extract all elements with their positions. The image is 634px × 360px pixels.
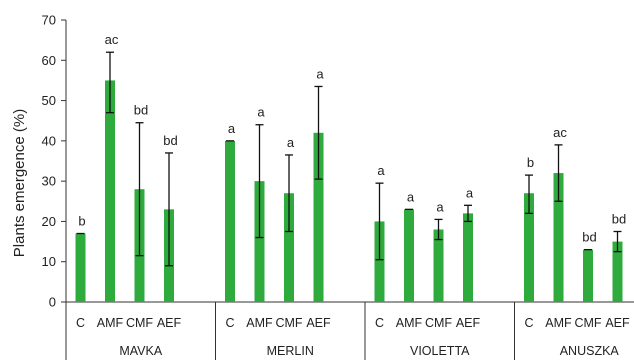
significance-label: bd xyxy=(163,133,177,148)
bar xyxy=(524,193,534,302)
y-tick-label: 40 xyxy=(42,133,56,148)
category-label: CMF xyxy=(275,316,302,330)
significance-label: b xyxy=(78,214,85,229)
significance-label: a xyxy=(287,135,295,150)
y-tick-label: 60 xyxy=(42,53,56,68)
significance-label: a xyxy=(407,189,415,204)
axes: 0 10 20 30 40 50 60 70 xyxy=(42,13,634,360)
significance-label: ac xyxy=(553,125,567,140)
category-label: C xyxy=(225,316,234,330)
category-label: C xyxy=(524,316,533,330)
labels: MAVKA b Cac AMF bd CMF bd AEF MERLIN a Ca AMF a CMF a A… xyxy=(76,32,630,358)
y-tick-label: 0 xyxy=(49,295,56,310)
category-label: AMF xyxy=(545,316,572,330)
bar xyxy=(553,173,564,302)
significance-label: bd xyxy=(134,103,148,118)
y-tick-label: 10 xyxy=(42,254,56,269)
bar xyxy=(284,193,294,302)
y-tick-label: 50 xyxy=(42,93,56,108)
bar xyxy=(583,249,593,302)
category-label: AEF xyxy=(157,316,182,330)
category-label: AEF xyxy=(605,316,630,330)
bar xyxy=(463,213,473,302)
bars xyxy=(75,51,623,302)
y-tick-label: 70 xyxy=(42,13,56,28)
category-label: CMF xyxy=(425,316,452,330)
category-label: AMF xyxy=(396,316,423,330)
category-label: CMF xyxy=(574,316,601,330)
group-label: ANUSZKA xyxy=(560,344,620,358)
significance-label: a xyxy=(228,121,236,136)
significance-label: a xyxy=(466,185,474,200)
category-label: AMF xyxy=(246,316,273,330)
group-label: VIOLETTA xyxy=(410,344,470,358)
group-label: MERLIN xyxy=(267,344,314,358)
category-label: AEF xyxy=(456,316,481,330)
bar xyxy=(433,229,444,302)
bar xyxy=(404,209,414,302)
y-tick-label: 30 xyxy=(42,174,56,189)
significance-label: bd xyxy=(612,212,626,227)
significance-label: a xyxy=(436,199,444,214)
category-label: C xyxy=(76,316,85,330)
group-label: MAVKA xyxy=(119,344,162,358)
bar xyxy=(612,241,623,302)
significance-label: a xyxy=(316,66,324,81)
category-label: AEF xyxy=(306,316,331,330)
significance-label: ac xyxy=(105,32,119,47)
significance-label: a xyxy=(257,105,265,120)
category-label: C xyxy=(375,316,384,330)
significance-label: bd xyxy=(582,230,596,245)
bar xyxy=(75,233,86,302)
significance-label: a xyxy=(377,163,385,178)
y-tick-label: 20 xyxy=(42,214,56,229)
y-axis-label: Plants emergence (%) xyxy=(11,109,28,257)
bar xyxy=(225,140,235,302)
category-label: CMF xyxy=(126,316,153,330)
bar xyxy=(313,132,324,302)
bar xyxy=(254,181,265,302)
significance-label: b xyxy=(527,155,534,170)
bar xyxy=(105,80,115,302)
category-label: AMF xyxy=(97,316,124,330)
bar xyxy=(374,221,385,302)
